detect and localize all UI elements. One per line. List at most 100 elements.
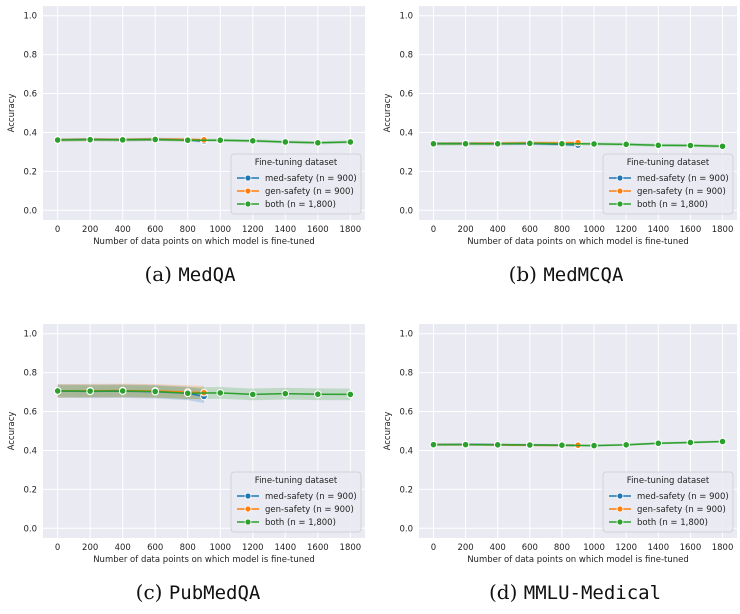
x-tick-label: 1800 <box>340 225 362 235</box>
x-tick-label: 1000 <box>583 225 605 235</box>
y-axis-label: Accuracy <box>383 94 393 133</box>
x-axis-label: Number of data points on which model is … <box>93 237 315 247</box>
legend-label: med-safety (n = 900) <box>265 492 357 502</box>
x-tick-label: 1400 <box>274 225 296 235</box>
caption-a: (a) MedQA <box>144 262 235 286</box>
data-point <box>314 138 322 147</box>
x-tick-label: 600 <box>147 543 163 553</box>
legend-title: Fine-tuning dataset <box>255 158 338 168</box>
data-point <box>86 135 94 144</box>
caption-a-prefix: (a) <box>144 262 172 286</box>
legend-swatch-marker <box>616 518 624 526</box>
x-tick-label: 1400 <box>274 543 296 553</box>
x-tick-label: 800 <box>554 225 570 235</box>
x-tick-label: 800 <box>554 543 570 553</box>
legend-swatch-marker <box>616 200 624 208</box>
y-tick-label: 0.0 <box>23 206 37 216</box>
legend-swatch-marker <box>616 505 624 513</box>
legend-label: gen-safety (n = 900) <box>637 187 726 197</box>
y-tick-label: 0.2 <box>399 485 413 495</box>
legend-box <box>602 153 734 215</box>
series-line <box>433 440 723 447</box>
y-tick-label: 0.4 <box>23 446 37 456</box>
data-point <box>622 140 630 149</box>
legend-box <box>230 471 362 533</box>
x-tick-label: 1600 <box>680 225 702 235</box>
x-tick-label: 1200 <box>615 543 637 553</box>
caption-c-name: PubMedQA <box>168 582 261 604</box>
data-point <box>248 137 257 145</box>
x-tick-label: 1200 <box>242 543 264 553</box>
data-point <box>151 387 160 396</box>
legend-swatch-marker <box>244 492 252 500</box>
data-point <box>526 441 534 449</box>
x-tick-label: 1400 <box>647 225 669 235</box>
series-line <box>57 138 351 144</box>
legend-label: gen-safety (n = 900) <box>637 505 726 515</box>
x-tick-label: 0 <box>431 543 436 553</box>
x-tick-label: 1800 <box>712 543 734 553</box>
y-tick-label: 0.8 <box>399 369 413 379</box>
y-tick-label: 0.2 <box>23 485 37 495</box>
caption-b: (b) MedMCQA <box>509 262 624 286</box>
data-point <box>718 142 727 151</box>
data-point <box>86 387 94 395</box>
y-tick-label: 0.2 <box>399 167 413 177</box>
data-point <box>558 441 566 450</box>
x-tick-label: 1800 <box>712 225 734 235</box>
series-line <box>57 390 351 396</box>
y-axis-label: Accuracy <box>7 412 17 451</box>
legend-label: gen-safety (n = 900) <box>265 505 354 515</box>
y-tick-label: 1.0 <box>23 12 37 22</box>
data-point <box>118 136 127 144</box>
x-tick-label: 800 <box>180 225 196 235</box>
data-point <box>429 139 438 148</box>
y-tick-label: 0.4 <box>399 128 413 138</box>
legend-label: both (n = 1,800) <box>637 518 708 528</box>
data-point <box>686 141 695 150</box>
data-point <box>654 439 663 448</box>
data-point <box>346 390 355 399</box>
data-point <box>622 441 630 449</box>
y-tick-label: 0.0 <box>23 524 37 534</box>
chart-panel-1: 0 200 400 600 800 1000 1200 1400 1600 1800 0.0 0.2 0… <box>7 6 365 247</box>
x-tick-label: 1200 <box>242 225 264 235</box>
data-point <box>526 139 534 148</box>
data-point <box>183 389 192 398</box>
data-point <box>574 138 582 147</box>
legend-swatch-marker <box>244 518 252 526</box>
data-point <box>493 441 502 449</box>
x-tick-label: 200 <box>457 543 473 553</box>
y-tick-label: 0.6 <box>23 90 37 100</box>
x-tick-label: 0 <box>55 543 60 553</box>
legend-swatch-marker <box>244 505 252 513</box>
legend-swatch-marker <box>244 174 252 182</box>
y-tick-label: 1.0 <box>23 330 37 340</box>
legend-swatch-marker <box>616 174 624 182</box>
data-point <box>151 135 160 144</box>
caption-d-name: MMLU-Medical <box>523 582 662 604</box>
data-point <box>590 441 598 450</box>
series-line <box>433 142 723 148</box>
x-tick-label: 600 <box>522 543 538 553</box>
data-point <box>216 389 225 397</box>
legend-label: both (n = 1,800) <box>637 200 708 210</box>
y-tick-label: 0.4 <box>399 446 413 456</box>
legend-label: med-safety (n = 900) <box>637 492 729 502</box>
y-tick-label: 1.0 <box>399 12 413 22</box>
legend: Fine-tuning dataset med-safety (n = 900) g… <box>602 471 734 533</box>
x-tick-label: 0 <box>55 225 60 235</box>
data-point <box>686 438 695 447</box>
x-tick-label: 400 <box>490 225 506 235</box>
data-point <box>461 139 470 148</box>
x-tick-label: 200 <box>82 543 98 553</box>
legend-label: both (n = 1,800) <box>265 518 336 528</box>
y-tick-label: 0.6 <box>23 408 37 418</box>
x-tick-label: 200 <box>457 225 473 235</box>
caption-a-name: MedQA <box>178 264 236 286</box>
caption-d: (d) MMLU-Medical <box>489 580 661 604</box>
x-axis-label: Number of data points on which model is … <box>467 555 689 565</box>
data-point <box>718 437 727 446</box>
legend-title: Fine-tuning dataset <box>627 476 710 486</box>
data-point <box>654 141 663 150</box>
